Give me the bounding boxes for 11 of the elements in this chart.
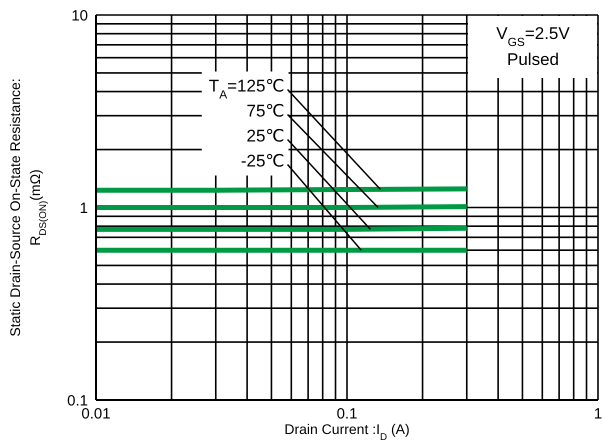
annotation: V$_{GS}$=2.5V <box>496 24 570 49</box>
x-tick-label: 0.1 <box>336 406 358 423</box>
x-axis-title: Drain Current :I$_{D}$ (A) <box>284 421 410 442</box>
y-tick-label: 10 <box>71 7 88 24</box>
annotation: -25℃ <box>240 152 285 171</box>
annotation: 25℃ <box>246 126 285 146</box>
x-tick-label: 1 <box>594 406 602 423</box>
annotation: 75℃ <box>246 102 285 121</box>
annotation: T$_{A}$=125℃ <box>208 76 285 102</box>
annotation: Pulsed <box>507 50 559 69</box>
y-tick-label: 1 <box>80 200 88 217</box>
